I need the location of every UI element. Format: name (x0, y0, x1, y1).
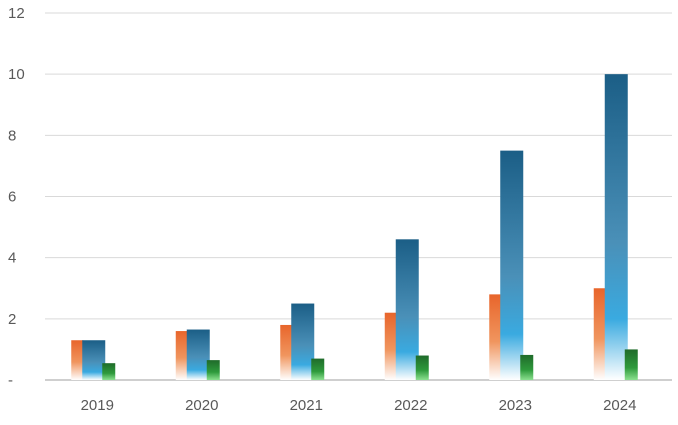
x-tick-label: 2022 (394, 397, 427, 414)
series-3-bar (520, 354, 534, 380)
x-axis-labels: 2019 2020 2021 2022 2023 2024 (81, 397, 637, 414)
series-1-bar (384, 312, 397, 380)
series-3-bar (415, 355, 429, 380)
series-2-bar (291, 303, 315, 380)
x-tick-label: 2020 (185, 397, 218, 414)
series-3-bar (102, 363, 116, 380)
series-1-bar (280, 324, 293, 380)
bars (71, 74, 638, 381)
y-tick-label: 6 (8, 189, 16, 206)
series-1-bar (175, 331, 188, 380)
series-3-bar (206, 360, 220, 380)
y-tick-label: 4 (8, 250, 16, 267)
y-tick-label: 12 (8, 5, 25, 22)
series-2-bar (395, 239, 419, 380)
y-tick-label: 8 (8, 127, 16, 144)
series-2-bar (186, 329, 210, 380)
series-2-bar (500, 150, 524, 380)
series-1-bar (593, 288, 606, 380)
series-3-bar (624, 349, 638, 380)
series-3-bar (311, 358, 325, 380)
grid-lines (45, 12, 672, 381)
series-2-bar (82, 340, 106, 380)
x-tick-label: 2019 (81, 397, 114, 414)
x-tick-label: 2024 (603, 397, 636, 414)
series-1-bar (71, 340, 84, 380)
y-axis-labels: - 2 4 6 8 10 12 (8, 5, 25, 389)
x-tick-label: 2023 (499, 397, 532, 414)
series-2-bar (604, 74, 628, 381)
y-tick-label: 10 (8, 66, 25, 83)
series-1-bar (489, 294, 502, 380)
x-tick-label: 2021 (290, 397, 323, 414)
y-tick-label: 2 (8, 311, 16, 328)
y-tick-label: - (8, 372, 13, 389)
